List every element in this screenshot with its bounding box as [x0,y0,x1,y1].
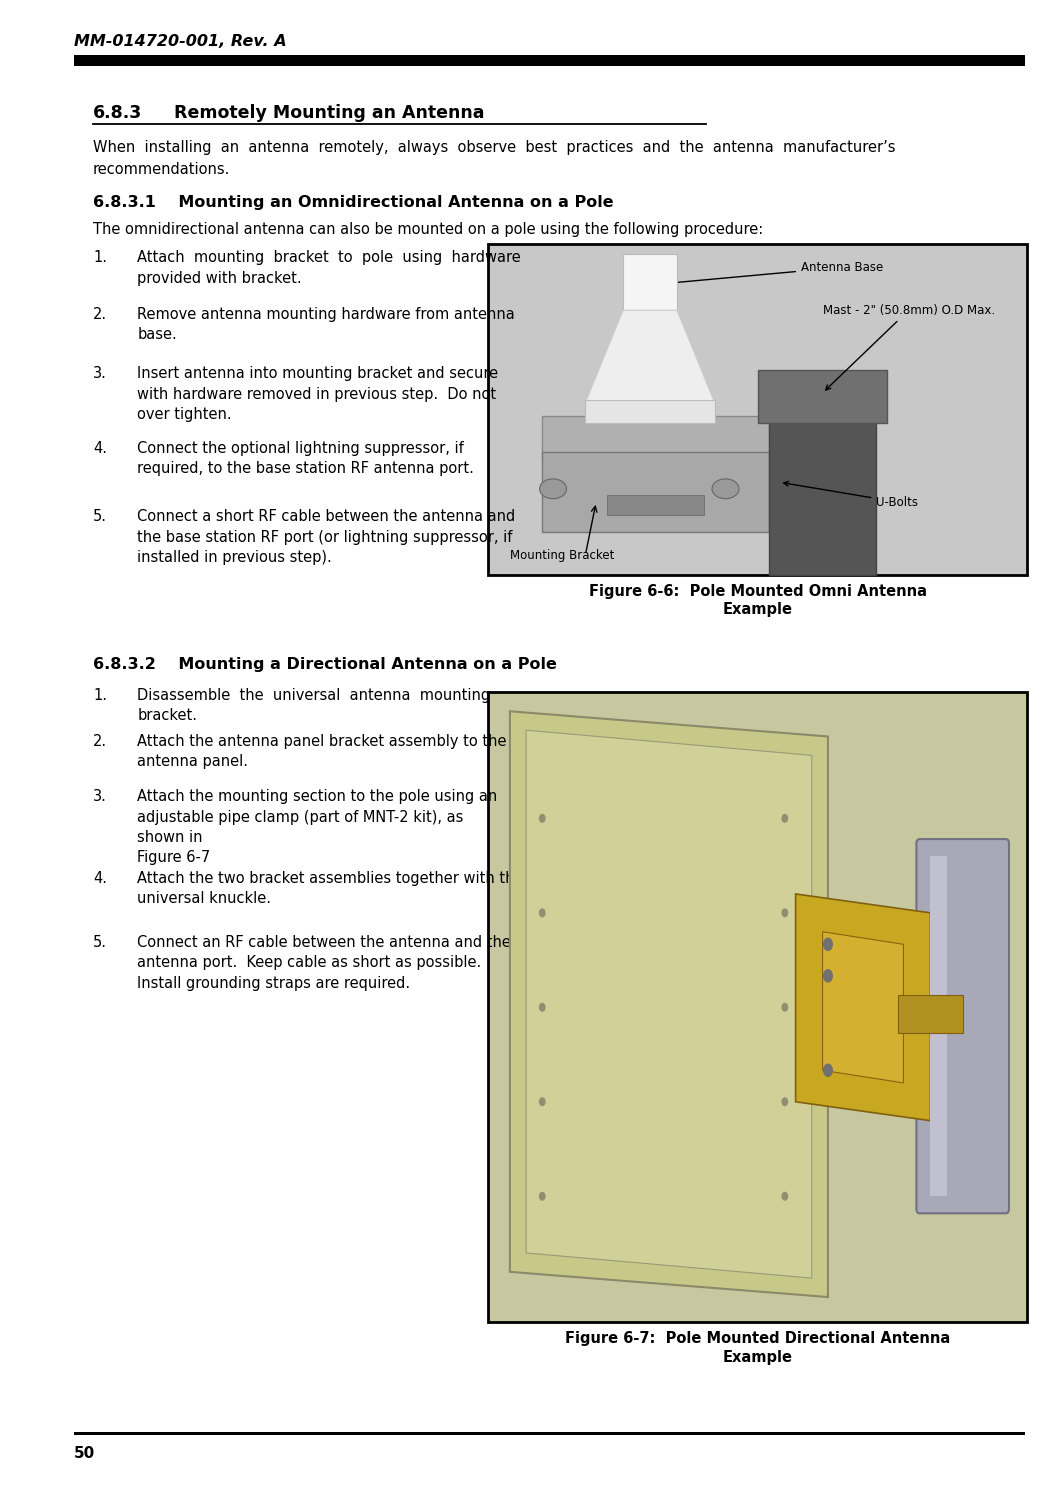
Circle shape [539,1004,545,1011]
Circle shape [539,908,545,917]
Bar [930,856,947,1196]
Bar [586,399,715,423]
Text: Figure 6-6:  Pole Mounted Omni Antenna
Example: Figure 6-6: Pole Mounted Omni Antenna Ex… [589,584,927,618]
Text: Attach  mounting  bracket  to  pole  using  hardware
provided with bracket.: Attach mounting bracket to pole using ha… [137,250,521,286]
Bar [607,496,704,515]
Polygon shape [526,730,812,1278]
Text: 6.8.3.1    Mounting an Omnidirectional Antenna on a Pole: 6.8.3.1 Mounting an Omnidirectional Ante… [93,195,614,210]
Text: 2.: 2. [93,734,107,749]
Text: 4.: 4. [93,441,107,456]
Text: Figure 6-7:  Pole Mounted Directional Antenna
Example: Figure 6-7: Pole Mounted Directional Ant… [565,1331,950,1365]
Circle shape [823,1065,832,1077]
Text: 5.: 5. [93,935,107,950]
Bar [74,55,1025,66]
Circle shape [782,1097,787,1105]
Bar [488,244,1027,575]
Circle shape [539,814,545,822]
Text: MM-014720-001, Rev. A: MM-014720-001, Rev. A [74,34,286,49]
Text: 6.8.3: 6.8.3 [93,104,143,122]
Text: 1.: 1. [93,688,107,703]
Circle shape [823,938,832,950]
Text: Antenna Base: Antenna Base [665,261,884,286]
Text: 1.: 1. [93,250,107,265]
Text: Connect the optional lightning suppressor, if
required, to the base station RF a: Connect the optional lightning suppresso… [137,441,475,476]
Text: The omnidirectional antenna can also be mounted on a pole using the following pr: The omnidirectional antenna can also be … [93,222,763,237]
Polygon shape [796,893,930,1121]
Text: When  installing  an  antenna  remotely,  always  observe  best  practices  and : When installing an antenna remotely, alw… [93,140,895,177]
Text: 6.8.3.2    Mounting a Directional Antenna on a Pole: 6.8.3.2 Mounting a Directional Antenna o… [93,657,557,672]
Text: Attach the antenna panel bracket assembly to the
antenna panel.: Attach the antenna panel bracket assembl… [137,734,507,770]
Circle shape [782,814,787,822]
Text: 4.: 4. [93,871,107,886]
Circle shape [782,1193,787,1200]
Circle shape [539,1193,545,1200]
Polygon shape [586,310,715,404]
Text: 5.: 5. [93,509,107,524]
Text: Remotely Mounting an Antenna: Remotely Mounting an Antenna [174,104,485,122]
Bar [768,390,876,575]
Polygon shape [822,932,904,1083]
Text: 3.: 3. [93,789,107,804]
Text: U-Bolts: U-Bolts [783,481,919,509]
Bar [542,415,768,459]
Text: Mast - 2" (50.8mm) O.D Max.: Mast - 2" (50.8mm) O.D Max. [822,304,995,390]
Text: Mounting Bracket: Mounting Bracket [509,548,614,561]
Text: Attach the two bracket assemblies together with the
universal knuckle.: Attach the two bracket assemblies togeth… [137,871,524,907]
Text: Connect an RF cable between the antenna and the
antenna port.  Keep cable as sho: Connect an RF cable between the antenna … [137,935,512,990]
FancyBboxPatch shape [916,840,1009,1214]
Bar [898,995,963,1032]
Polygon shape [509,712,828,1297]
Ellipse shape [712,479,739,499]
Text: 2.: 2. [93,307,107,322]
Bar [488,692,1027,1322]
Circle shape [823,969,832,981]
Ellipse shape [539,479,567,499]
Bar [542,453,768,532]
Text: Attach the mounting section to the pole using an
adjustable pipe clamp (part of : Attach the mounting section to the pole … [137,789,498,865]
Circle shape [782,908,787,917]
Text: Insert antenna into mounting bracket and secure
with hardware removed in previou: Insert antenna into mounting bracket and… [137,366,499,421]
Circle shape [539,1097,545,1105]
Text: Connect a short RF cable between the antenna and
the base station RF port (or li: Connect a short RF cable between the ant… [137,509,516,564]
Bar [624,255,678,310]
Text: Remove antenna mounting hardware from antenna
base.: Remove antenna mounting hardware from an… [137,307,515,342]
Text: Disassemble  the  universal  antenna  mounting
bracket.: Disassemble the universal antenna mounti… [137,688,490,724]
Text: 50: 50 [74,1446,95,1461]
Text: 3.: 3. [93,366,107,381]
Bar [74,1432,1025,1435]
Circle shape [782,1004,787,1011]
Bar [758,369,887,423]
